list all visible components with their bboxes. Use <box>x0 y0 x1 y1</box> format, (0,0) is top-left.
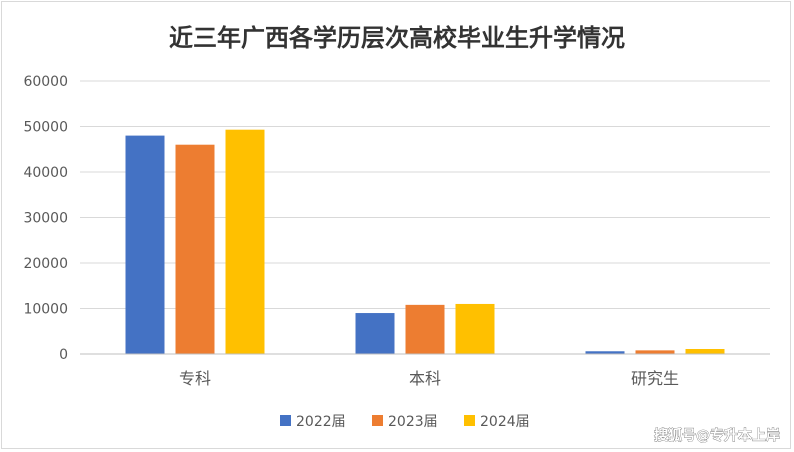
y-axis: 0 10000 20000 30000 40000 50000 60000 <box>23 74 68 363</box>
x-tick-label: 专科 <box>179 369 211 388</box>
chart-title: 近三年广西各学历层次高校毕业生升学情况 <box>169 24 625 52</box>
y-tick-label: 20000 <box>23 256 68 272</box>
y-tick-label: 0 <box>59 347 68 363</box>
legend-swatch <box>372 415 383 426</box>
bar <box>685 348 725 354</box>
x-tick-label: 本科 <box>409 369 441 388</box>
y-tick-label: 10000 <box>23 302 68 318</box>
bar <box>635 350 675 354</box>
legend-label: 2022届 <box>296 414 346 430</box>
y-tick-label: 40000 <box>23 165 68 181</box>
bar <box>225 129 265 354</box>
y-tick-label: 50000 <box>23 120 68 136</box>
bar <box>125 135 165 354</box>
legend-label: 2023届 <box>388 414 438 430</box>
bar <box>585 351 625 354</box>
x-tick-label: 研究生 <box>631 369 679 388</box>
legend-label: 2024届 <box>480 414 530 430</box>
legend-swatch <box>280 415 291 426</box>
bar <box>455 303 495 354</box>
x-axis: 专科 本科 研究生 <box>80 353 770 388</box>
legend-swatch <box>464 415 475 426</box>
bar <box>175 144 215 354</box>
bars <box>125 129 725 354</box>
y-tick-label: 60000 <box>23 74 68 90</box>
legend: 2022届 2023届 2024届 <box>280 414 530 430</box>
y-tick-label: 30000 <box>23 211 68 227</box>
watermark: 搜狐号@专升本上岸 <box>654 427 780 444</box>
bar <box>405 304 445 354</box>
bar <box>355 313 395 354</box>
